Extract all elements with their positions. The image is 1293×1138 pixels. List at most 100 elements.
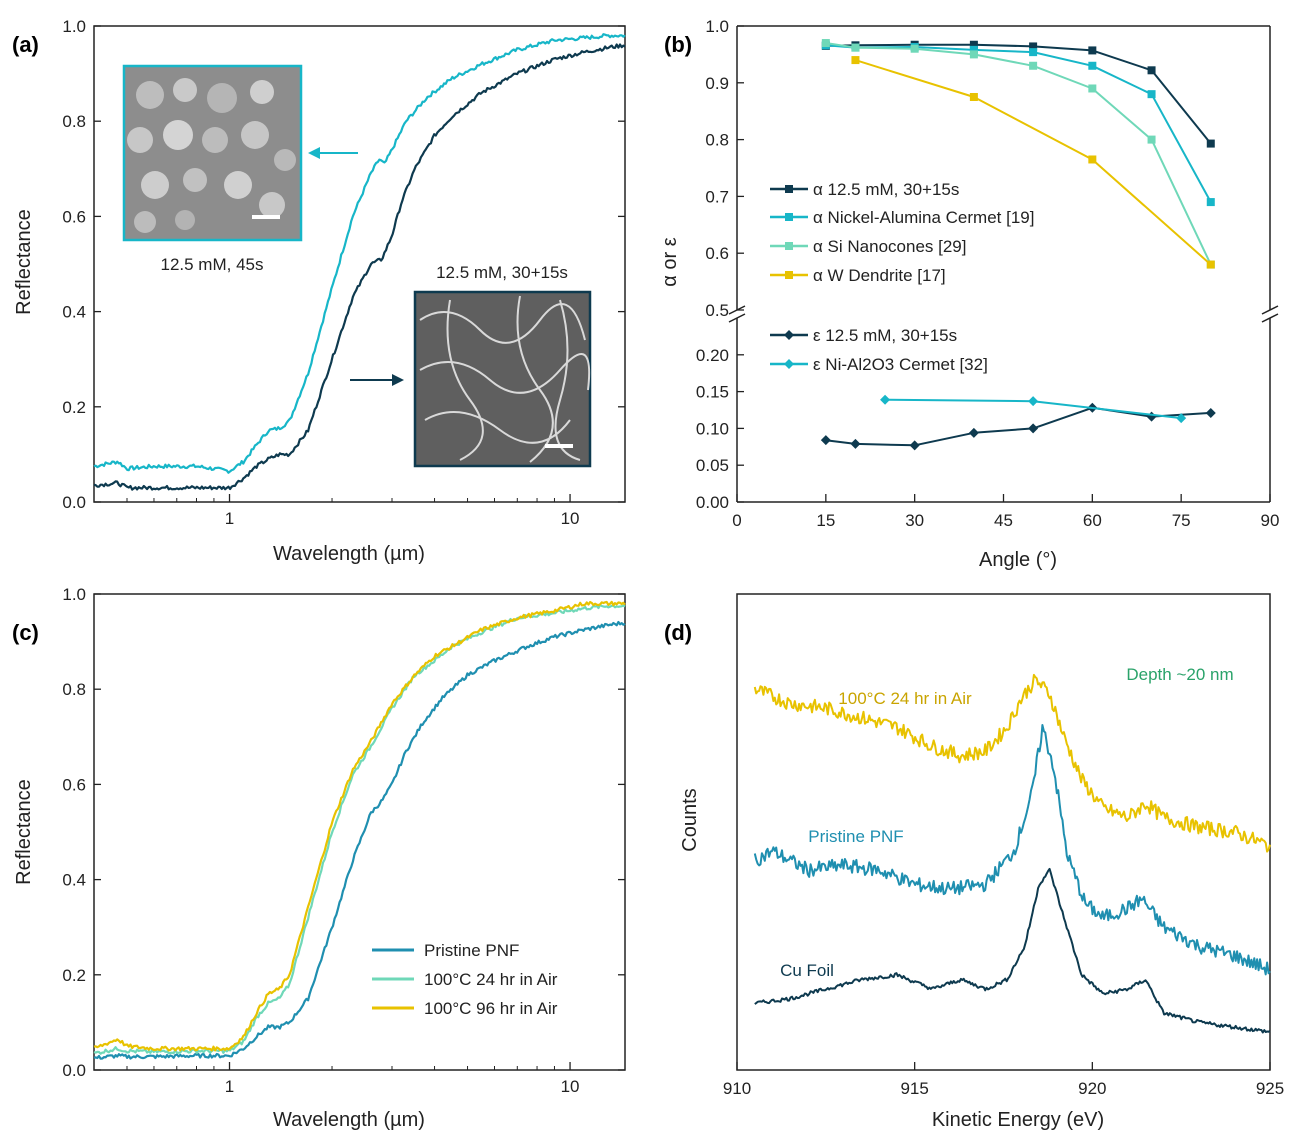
ytick-label-a: 0.8 (62, 112, 86, 131)
legend-label-b: α 12.5 mM, 30+15s (813, 180, 959, 199)
ylabel-b: α or ε (659, 237, 681, 286)
legend-label-b: ε 12.5 mM, 30+15s (813, 326, 957, 345)
data-point-b-2 (1088, 84, 1097, 93)
ytick-label-b-lower: 0.10 (696, 419, 729, 438)
data-point-b-1 (1088, 61, 1097, 70)
xtick-label-c: 1 (225, 1077, 234, 1096)
axis-break-mark (728, 313, 746, 323)
ytick-label-a: 0.2 (62, 398, 86, 417)
inset-caption-45s: 12.5 mM, 45s (161, 255, 264, 274)
ytick-label-b-lower: 0.15 (696, 383, 729, 402)
panel-label-a: (a) (12, 32, 39, 57)
data-point-b-1 (1147, 90, 1156, 99)
sem-inset-45s (122, 64, 303, 242)
xtick-label-a: 10 (561, 509, 580, 528)
panel-label-b: (b) (664, 32, 692, 57)
data-point-b-4 (850, 438, 861, 449)
series-line-a-1 (93, 43, 626, 491)
data-point-b-0 (969, 40, 978, 49)
data-point-b-1 (969, 45, 978, 54)
ytick-label-b-lower: 0.00 (696, 493, 729, 512)
ytick-label-b-upper: 0.7 (705, 187, 729, 206)
data-point-b-4 (968, 427, 979, 438)
data-point-b-1 (1029, 48, 1038, 57)
ylabel-a: Reflectance (13, 209, 35, 315)
ytick-label-a: 0.4 (62, 303, 86, 322)
data-point-b-0 (1206, 139, 1215, 148)
legend-marker-b (785, 242, 793, 250)
xlabel-a: Wavelength (µm) (273, 543, 425, 565)
xtick-label-d: 920 (1078, 1079, 1106, 1098)
data-point-b-4 (1146, 411, 1157, 422)
data-point-b-3 (1088, 155, 1097, 164)
xtick-label-b: 45 (994, 511, 1013, 530)
inset-caption-30-15s: 12.5 mM, 30+15s (436, 263, 568, 282)
legend-label-c: 100°C 24 hr in Air (424, 970, 558, 989)
data-point-b-5 (1028, 396, 1039, 407)
xtick-label-b: 0 (732, 511, 741, 530)
axis-break-mark (1261, 305, 1279, 315)
xlabel-b: Angle (°) (979, 549, 1057, 571)
ylabel-d: Counts (679, 788, 701, 851)
data-point-b-5 (880, 394, 891, 405)
legend-label-c: Pristine PNF (424, 941, 519, 960)
ytick-label-b-lower: 0.20 (696, 346, 729, 365)
data-point-b-2 (1029, 61, 1038, 70)
series-line-a-0 (93, 33, 626, 474)
xtick-label-a: 1 (225, 509, 234, 528)
ytick-label-c: 1.0 (62, 585, 86, 604)
xtick-label-b: 15 (816, 511, 835, 530)
data-point-b-4 (1028, 423, 1039, 434)
legend-label-b: α Nickel-Alumina Cermet [19] (813, 208, 1034, 227)
xtick-label-d: 915 (900, 1079, 928, 1098)
data-point-b-2 (1147, 135, 1156, 144)
plot-layer: 0.00.20.40.60.81.01 100.00.20.40.60.81.01… (62, 17, 1284, 1098)
data-point-b-1 (1206, 198, 1215, 207)
ylabel-c: Reflectance (13, 779, 35, 885)
ytick-label-c: 0.0 (62, 1061, 86, 1080)
legend-label-c: 100°C 96 hr in Air (424, 999, 558, 1018)
series-line-d-0 (753, 673, 1271, 853)
data-point-b-2 (821, 39, 830, 48)
xlabel-c: Wavelength (µm) (273, 1109, 425, 1131)
xtick-label-c: 10 (561, 1077, 580, 1096)
ytick-label-a: 0.6 (62, 207, 86, 226)
ytick-label-b-upper: 0.8 (705, 131, 729, 150)
data-point-b-5 (1176, 413, 1187, 424)
data-point-b-2 (910, 44, 919, 53)
ytick-label-a: 1.0 (62, 17, 86, 36)
label-pristine: Pristine PNF (808, 827, 903, 846)
series-line-d-2 (754, 867, 1271, 1034)
label-cu-foil: Cu Foil (780, 961, 834, 980)
ytick-label-b-upper: 0.6 (705, 244, 729, 263)
ytick-label-c: 0.4 (62, 871, 86, 890)
plot-frame-a (93, 25, 626, 503)
data-point-b-3 (851, 56, 860, 65)
legend-marker-b (785, 213, 793, 221)
data-point-b-2 (851, 43, 860, 52)
legend-marker-b (785, 271, 793, 279)
data-point-b-3 (1206, 260, 1215, 269)
series-line-c-2 (93, 600, 626, 1052)
label-heated: 100°C 24 hr in Air (838, 689, 972, 708)
ytick-label-c: 0.2 (62, 966, 86, 985)
arrow-to-30-15s-inset (350, 374, 404, 386)
data-point-b-3 (969, 93, 978, 101)
plot-frame-c (93, 593, 626, 1071)
data-point-b-4 (820, 435, 831, 446)
legend-label-b: ε Ni-Al2O3 Cermet [32] (813, 355, 988, 374)
arrow-to-45s-inset (308, 147, 358, 159)
ytick-label-b-lower: 0.05 (696, 456, 729, 475)
xtick-label-d: 925 (1256, 1079, 1284, 1098)
ytick-label-a: 0.0 (62, 493, 86, 512)
ytick-label-c: 0.8 (62, 680, 86, 699)
plot-frame-d (736, 593, 1271, 1071)
data-point-b-2 (969, 50, 978, 59)
data-point-b-0 (1029, 42, 1038, 51)
legend-marker-b (784, 359, 794, 369)
ytick-label-b-upper: 1.0 (705, 17, 729, 36)
ytick-label-b-upper: 0.5 (705, 301, 729, 320)
axis-break-mark (1261, 313, 1279, 323)
